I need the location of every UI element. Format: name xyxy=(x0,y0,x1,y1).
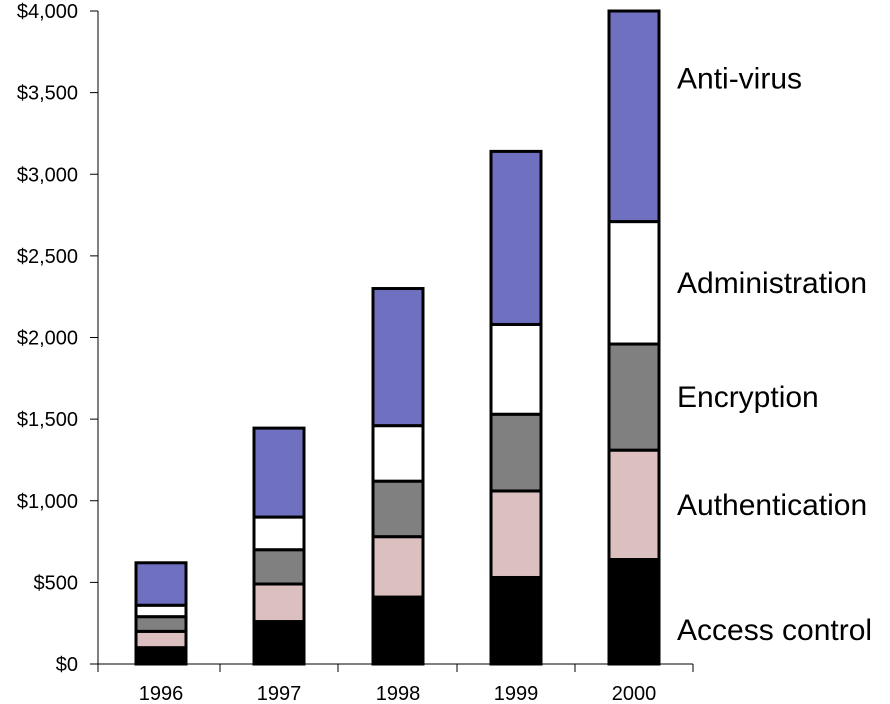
bar-segment-administration-1996 xyxy=(134,603,188,619)
y-tick-label: $2,000 xyxy=(17,328,78,350)
bar-segment-authentication-1997 xyxy=(252,582,306,624)
bar-segment-administration-2000 xyxy=(607,220,661,346)
bar-segment-administration-1998 xyxy=(371,424,425,483)
bar-segment-access-control-1996 xyxy=(134,646,188,666)
x-tick-label: 2000 xyxy=(612,683,657,704)
legend-label-authentication: Authentication xyxy=(677,489,867,522)
bar-segment-encryption-1998 xyxy=(371,479,425,539)
bar-segment-administration-1999 xyxy=(489,322,543,416)
legend-label-encryption: Encryption xyxy=(677,381,819,414)
bar-segment-administration-1997 xyxy=(252,515,306,552)
bar-segment-authentication-1996 xyxy=(134,629,188,650)
bar-segment-anti-virus-1996 xyxy=(134,561,188,607)
bar-segment-access-control-1997 xyxy=(252,620,306,666)
bar-segment-access-control-1999 xyxy=(489,575,543,666)
x-axis: 1996 1997 1998 1999 2000 xyxy=(97,663,694,704)
bar-segment-authentication-2000 xyxy=(607,448,661,562)
x-tick-label: 1996 xyxy=(139,683,184,704)
legend: Access control Authentication Encryption Ad… xyxy=(677,62,872,646)
y-axis: $0 $500 $1,000 $1,500 $2,000 $2,500 $3,000 $3,5… xyxy=(17,1,99,676)
y-tick-label: $1,500 xyxy=(17,409,78,431)
bar-segment-encryption-1997 xyxy=(252,548,306,586)
bar-segment-access-control-2000 xyxy=(607,558,661,666)
x-tick-label: 1999 xyxy=(494,683,539,704)
bar-segment-authentication-1999 xyxy=(489,489,543,579)
bar-segment-anti-virus-2000 xyxy=(607,9,661,224)
y-tick-label: $3,000 xyxy=(17,164,78,186)
y-tick-label: $2,500 xyxy=(17,246,78,268)
bar-segment-encryption-1996 xyxy=(134,615,188,633)
bar-segment-encryption-2000 xyxy=(607,342,661,452)
legend-label-access-control: Access control xyxy=(677,614,872,647)
bar-segment-access-control-1998 xyxy=(371,595,425,666)
x-tick-label: 1998 xyxy=(376,683,421,704)
bar-segment-anti-virus-1998 xyxy=(371,287,425,428)
bar-segment-anti-virus-1997 xyxy=(252,426,306,519)
legend-label-administration: Administration xyxy=(677,267,867,300)
legend-label-anti-virus: Anti-virus xyxy=(677,62,802,95)
bar-segment-anti-virus-1999 xyxy=(489,149,543,326)
bar-segment-authentication-1998 xyxy=(371,535,425,599)
y-tick-label: $3,500 xyxy=(17,83,78,105)
y-tick-label: $1,000 xyxy=(17,491,78,513)
y-tick-label: $500 xyxy=(34,572,79,594)
x-tick-label: 1997 xyxy=(257,683,302,704)
bar-segment-encryption-1999 xyxy=(489,412,543,493)
bars xyxy=(134,9,661,666)
y-tick-label: $4,000 xyxy=(17,1,78,23)
y-tick-label: $0 xyxy=(56,654,78,676)
